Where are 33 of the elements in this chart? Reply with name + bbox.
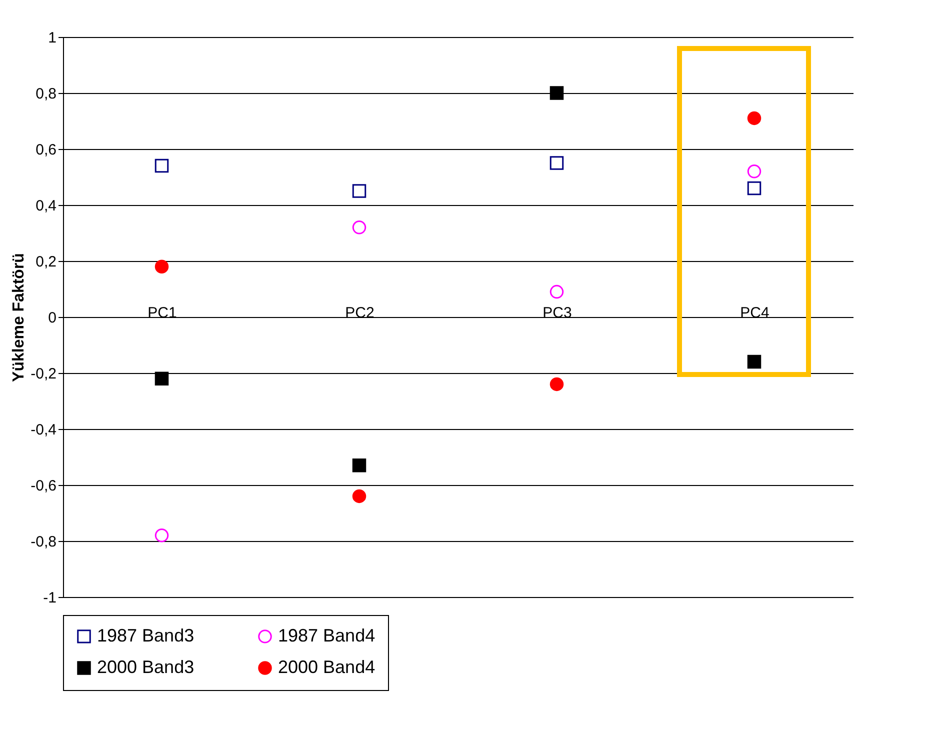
y-tick-label: 1 (48, 30, 56, 46)
y-tick-label: -1 (43, 590, 56, 606)
y-tick-label: 0,4 (36, 198, 56, 214)
y-tick-label: 0,6 (36, 142, 56, 158)
point (550, 156, 564, 170)
point (550, 284, 564, 299)
y-tick-label: 0,8 (36, 86, 56, 102)
y-tick-label: -0,4 (30, 422, 56, 438)
y-tick-label: -0,6 (30, 478, 56, 494)
point (352, 184, 366, 198)
point (154, 158, 169, 173)
point (154, 260, 169, 274)
x-tick-label: PC4 (740, 304, 770, 322)
y-tick-label: 0,2 (36, 254, 56, 270)
point (154, 528, 169, 542)
legend-label: 2000 Band4 (278, 657, 376, 677)
legend-label: 1987 Band4 (278, 625, 376, 646)
y-tick-label: 0 (48, 310, 56, 326)
point (352, 489, 366, 504)
point (747, 111, 762, 126)
point (154, 372, 169, 386)
point (550, 377, 564, 392)
point (747, 354, 762, 369)
y-axis-title: Yükleme Faktörü (10, 253, 28, 382)
y-tick-label: -0,8 (30, 534, 56, 550)
point (352, 458, 366, 472)
legend-label: 2000 Band3 (97, 657, 194, 677)
y-tick-label: -0,2 (30, 366, 56, 382)
legend-label: 1987 Band3 (97, 625, 194, 646)
point (747, 181, 762, 196)
point (550, 86, 564, 100)
point (747, 164, 762, 178)
point (352, 220, 366, 234)
